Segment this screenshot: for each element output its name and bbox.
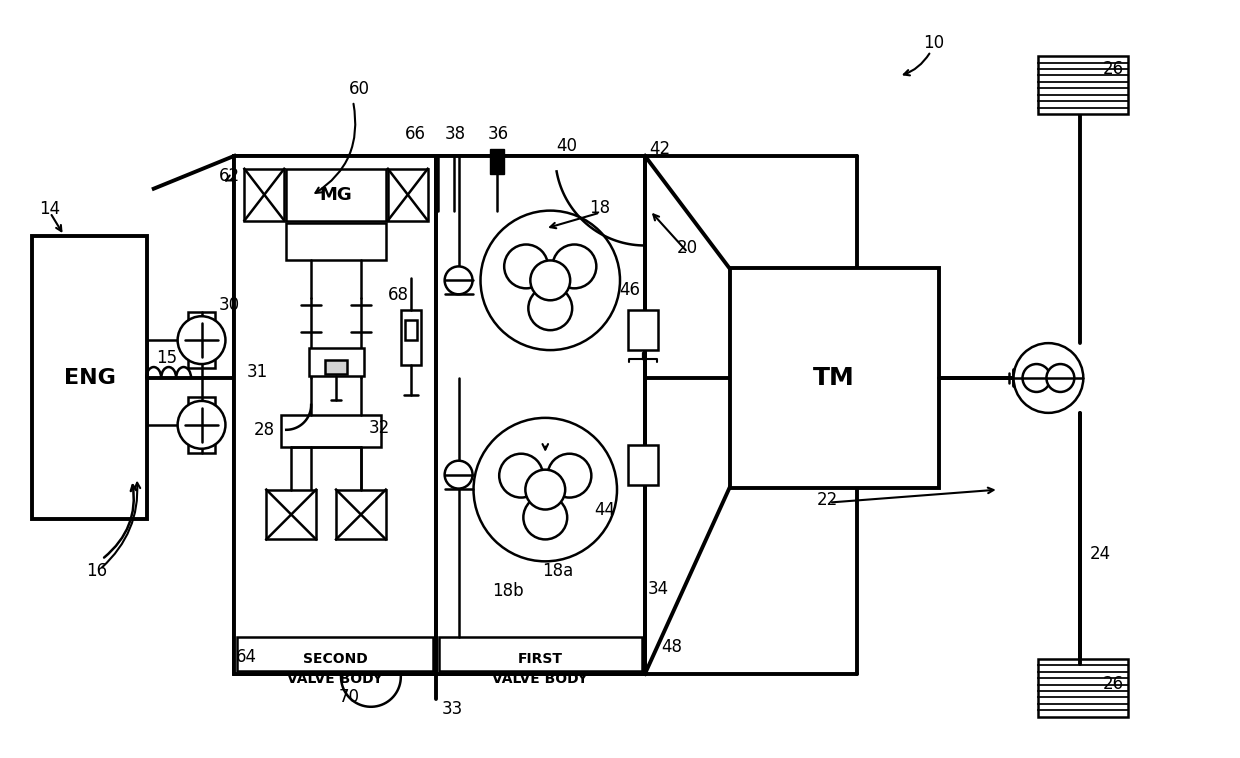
- Bar: [729, 268, 939, 487]
- Text: 33: 33: [441, 700, 464, 718]
- Text: 20: 20: [677, 240, 698, 258]
- Bar: [286, 169, 386, 221]
- Text: 18b: 18b: [492, 582, 525, 600]
- Text: 16: 16: [87, 562, 108, 581]
- Text: 32: 32: [368, 419, 389, 437]
- Text: 22: 22: [817, 490, 838, 509]
- Bar: [491, 149, 505, 174]
- Circle shape: [481, 211, 620, 350]
- Circle shape: [548, 454, 591, 497]
- Bar: [281, 415, 381, 446]
- Bar: [325, 360, 347, 374]
- Text: 36: 36: [487, 125, 508, 143]
- Text: 48: 48: [661, 638, 682, 656]
- Bar: [627, 445, 658, 484]
- Text: ENG: ENG: [63, 368, 115, 387]
- Text: VALVE BODY: VALVE BODY: [288, 672, 383, 686]
- Circle shape: [177, 316, 226, 364]
- Circle shape: [445, 266, 472, 294]
- Bar: [244, 169, 284, 221]
- Bar: [237, 637, 433, 671]
- Text: 31: 31: [247, 363, 268, 381]
- Text: 40: 40: [557, 137, 578, 155]
- Bar: [309, 348, 365, 376]
- Circle shape: [505, 245, 548, 288]
- Text: 34: 34: [647, 580, 668, 598]
- Circle shape: [1023, 364, 1050, 392]
- Text: VALVE BODY: VALVE BODY: [492, 672, 588, 686]
- Text: 18: 18: [589, 199, 610, 217]
- Text: 28: 28: [254, 421, 275, 439]
- Circle shape: [1047, 364, 1074, 392]
- Text: 44: 44: [594, 500, 615, 518]
- Text: 26: 26: [1102, 60, 1123, 78]
- Text: 30: 30: [219, 296, 241, 315]
- Circle shape: [474, 418, 618, 562]
- Circle shape: [445, 461, 472, 489]
- Bar: [286, 223, 386, 261]
- Bar: [187, 397, 216, 453]
- Text: 24: 24: [1090, 545, 1111, 563]
- Bar: [234, 156, 435, 674]
- Bar: [401, 310, 420, 365]
- Text: 68: 68: [388, 287, 409, 304]
- Text: 64: 64: [236, 648, 257, 666]
- Bar: [439, 637, 642, 671]
- Text: 15: 15: [156, 349, 177, 367]
- Text: 46: 46: [620, 281, 641, 299]
- Text: 18a: 18a: [543, 562, 574, 581]
- Text: FIRST: FIRST: [518, 652, 563, 666]
- Text: 14: 14: [40, 199, 61, 218]
- Circle shape: [177, 401, 226, 449]
- Text: 62: 62: [219, 167, 241, 185]
- Text: MG: MG: [320, 186, 352, 204]
- Circle shape: [528, 287, 572, 330]
- Text: SECOND: SECOND: [303, 652, 367, 666]
- Bar: [1038, 56, 1128, 114]
- Bar: [267, 490, 316, 540]
- Text: 10: 10: [924, 34, 945, 52]
- Bar: [435, 156, 645, 674]
- Bar: [32, 236, 146, 519]
- Text: TM: TM: [813, 366, 856, 390]
- Circle shape: [1013, 343, 1084, 413]
- Circle shape: [531, 261, 570, 300]
- Bar: [388, 169, 428, 221]
- Bar: [1038, 659, 1128, 717]
- Bar: [404, 320, 417, 340]
- Text: 38: 38: [445, 125, 466, 143]
- Text: 42: 42: [650, 139, 671, 158]
- Bar: [627, 310, 658, 350]
- Text: 60: 60: [348, 80, 370, 98]
- Bar: [336, 490, 386, 540]
- Text: 70: 70: [339, 688, 360, 706]
- Text: 26: 26: [1102, 675, 1123, 693]
- Circle shape: [523, 496, 567, 540]
- Bar: [187, 312, 216, 368]
- Circle shape: [553, 245, 596, 288]
- Circle shape: [526, 470, 565, 509]
- Text: 66: 66: [405, 125, 427, 143]
- Circle shape: [500, 454, 543, 497]
